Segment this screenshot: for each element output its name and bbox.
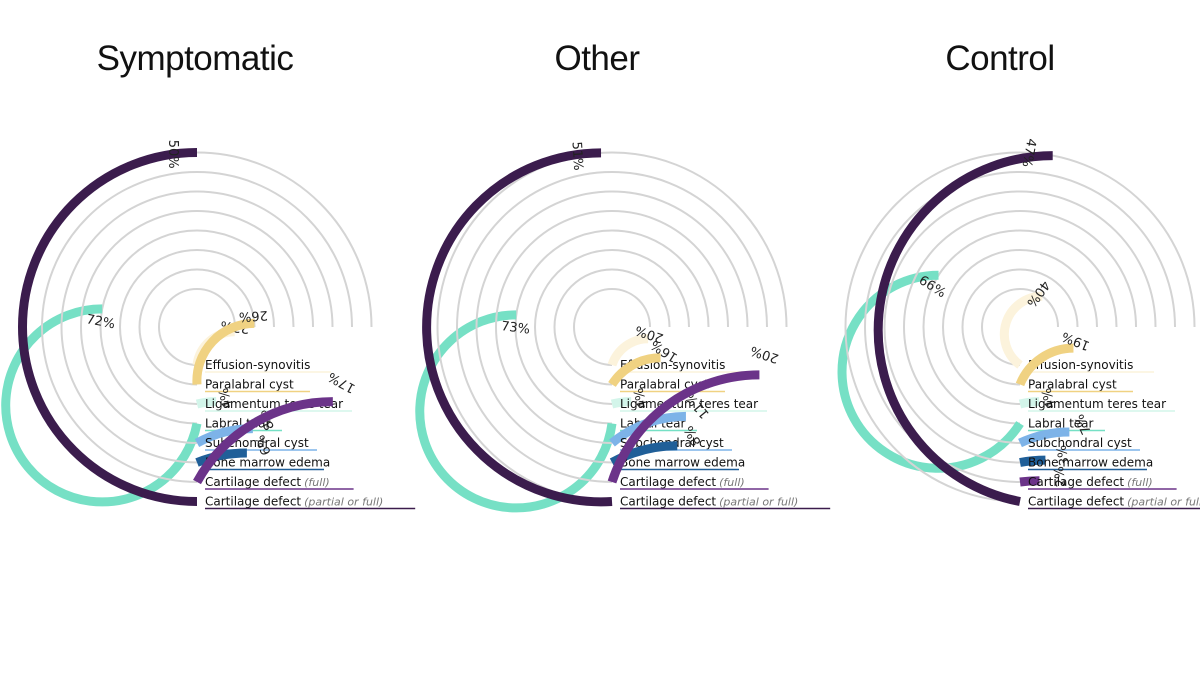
value-label: 72% xyxy=(85,312,116,332)
legend-label: Cartilage defect (full) xyxy=(1028,475,1153,489)
bar-subchondral-cyst xyxy=(1018,427,1070,448)
legend-label: Paralabral cyst xyxy=(205,378,294,392)
legend-label: Cartilage defect (partial or full) xyxy=(620,495,798,509)
ring-track xyxy=(903,210,1137,444)
panel-title: Control xyxy=(945,39,1054,78)
value-label: 47% xyxy=(1018,137,1038,168)
value-label: 4% xyxy=(632,386,652,410)
value-label: 66% xyxy=(916,273,948,301)
legend-label: Cartilage defect (full) xyxy=(620,475,745,489)
ring-track xyxy=(475,190,749,464)
bar-cartilage-defect xyxy=(18,148,198,506)
ring-track xyxy=(981,288,1059,366)
ring-track xyxy=(514,229,710,425)
panel-2: Control40%Effusion-synovitis19%Paralabra… xyxy=(837,39,1200,510)
value-label: 2% xyxy=(1052,465,1069,487)
legend-label: Cartilage defect (full) xyxy=(205,475,330,489)
ring-track xyxy=(553,268,671,386)
bar-cartilage-defect xyxy=(607,370,760,484)
ring-track xyxy=(844,151,1196,503)
legend-label: Ligamentum teres tear xyxy=(620,397,758,411)
legend-label: Paralabral cyst xyxy=(1028,378,1117,392)
bar-bone-marrow-edema xyxy=(1019,455,1046,467)
value-label: 4% xyxy=(1040,386,1060,410)
panel-0: Symptomatic23%Effusion-synovitis26%Paral… xyxy=(1,39,416,510)
ring-track xyxy=(138,268,256,386)
legend-label: Labral tear xyxy=(1028,417,1094,431)
bar-paralabral-cyst xyxy=(1015,343,1074,387)
ring-track xyxy=(80,210,314,444)
value-label: 51% xyxy=(569,141,586,171)
value-label: 73% xyxy=(500,319,531,338)
value-label: 20% xyxy=(749,342,781,365)
legend-label: Bone marrow edema xyxy=(620,456,745,470)
ring-track xyxy=(534,249,690,405)
ring-track xyxy=(883,190,1157,464)
bar-ligamentum-teres-tear xyxy=(195,397,217,409)
bar-ligamentum-teres-tear xyxy=(610,397,632,409)
panel-title: Other xyxy=(554,39,640,78)
value-label: 50% xyxy=(165,140,180,169)
ring-track xyxy=(41,171,353,483)
value-label: 26% xyxy=(238,307,268,324)
value-label: 6% xyxy=(253,432,275,457)
ring-track xyxy=(119,249,275,405)
legend-label: Bone marrow edema xyxy=(205,456,330,470)
ring-track xyxy=(942,249,1098,405)
legend-label: Cartilage defect (partial or full) xyxy=(1028,495,1200,509)
bar-cartilage-defect xyxy=(422,148,613,507)
ring-track xyxy=(456,171,768,483)
value-label: 3% xyxy=(1054,444,1073,467)
ring-track xyxy=(158,288,236,366)
value-label: 40% xyxy=(1023,277,1052,309)
bar-labral-tear xyxy=(415,310,617,513)
bar-ligamentum-teres-tear xyxy=(1018,397,1040,409)
bar-labral-tear xyxy=(1,304,202,507)
bar-paralabral-cyst xyxy=(192,318,255,385)
bar-cartilage-defect xyxy=(873,151,1053,506)
bar-effusion-synovitis xyxy=(607,334,649,367)
ring-track xyxy=(573,288,651,366)
legend-label: Ligamentum teres tear xyxy=(1028,397,1166,411)
ring-track xyxy=(60,190,334,464)
value-label: 4% xyxy=(217,386,237,410)
bar-effusion-synovitis xyxy=(999,291,1043,369)
bar-cartilage-defect xyxy=(1019,476,1040,487)
ring-track xyxy=(961,268,1079,386)
bar-paralabral-cyst xyxy=(608,353,661,388)
bar-bone-marrow-edema xyxy=(195,448,247,467)
ring-track xyxy=(99,229,295,425)
panel-title: Symptomatic xyxy=(97,39,294,78)
legend-label: Effusion-synovitis xyxy=(205,358,310,372)
legend-label: Subchondral cyst xyxy=(1028,436,1132,450)
panel-1: Other20%Effusion-synovitis16%Paralabral … xyxy=(415,39,831,513)
ring-track xyxy=(922,229,1118,425)
legend-label: Cartilage defect (partial or full) xyxy=(205,495,383,509)
bar-cartilage-defect xyxy=(193,397,333,485)
ring-track xyxy=(436,151,788,503)
ring-track xyxy=(495,210,729,444)
legend-label: Bone marrow edema xyxy=(1028,456,1153,470)
legend-label: Effusion-synovitis xyxy=(1028,358,1133,372)
value-label: 7% xyxy=(1072,412,1094,437)
